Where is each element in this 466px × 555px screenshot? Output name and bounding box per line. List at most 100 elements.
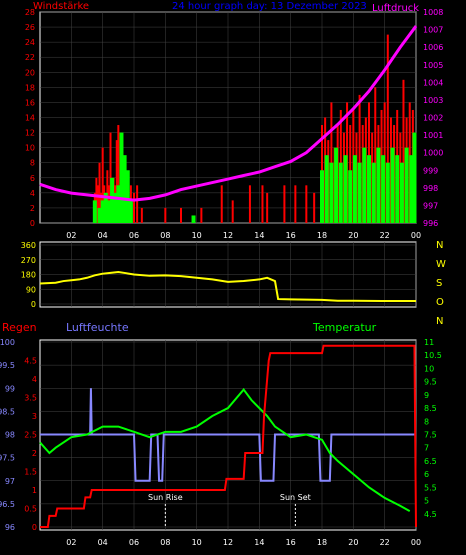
temperature-y-tick: 8	[424, 417, 429, 426]
climate-x-tick: 02	[66, 538, 76, 547]
wind-y-tick: 28	[25, 8, 35, 17]
gust-bar	[122, 155, 127, 223]
wind-x-tick: 16	[286, 231, 296, 240]
climate-x-tick: 08	[160, 538, 170, 547]
gust-bar	[125, 170, 130, 223]
wind-bar	[180, 207, 182, 223]
gust-bar	[404, 147, 409, 223]
climate-x-tick: 06	[129, 538, 139, 547]
gust-bar	[371, 162, 376, 223]
wind-bar	[115, 140, 118, 223]
wind-y-tick: 8	[30, 159, 35, 168]
gust-bar	[357, 162, 362, 223]
wind-bar	[96, 185, 99, 223]
direction-y-tick: 90	[26, 285, 36, 294]
temperature-y-tick: 7.5	[424, 431, 437, 440]
wind-x-tick: 12	[223, 231, 233, 240]
gust-bar	[100, 200, 105, 223]
chart-title: 24 hour graph day: 13 Dezember 2023	[172, 1, 367, 12]
gust-bar	[110, 177, 115, 223]
wind-label: Windstärke	[33, 1, 89, 12]
gust-bar	[381, 155, 386, 223]
climate-x-tick: 10	[192, 538, 202, 547]
gust-bar	[343, 155, 348, 223]
gust-bar	[324, 155, 329, 223]
pressure-y-tick: 1007	[423, 26, 443, 35]
climate-x-tick: 16	[286, 538, 296, 547]
direction-y-tick: 270	[21, 256, 36, 265]
gust-bar	[103, 192, 108, 223]
gust-bar	[409, 155, 414, 223]
pressure-y-tick: 1008	[423, 8, 443, 17]
gust-bar	[376, 147, 381, 223]
direction-line	[39, 271, 416, 303]
wind-bar	[386, 34, 389, 223]
climate-x-tick: 14	[254, 538, 264, 547]
pressure-y-tick: 999	[423, 166, 438, 175]
rain-y-tick: 4	[32, 375, 37, 384]
wind-bar	[164, 207, 167, 223]
wind-bar	[313, 192, 316, 223]
compass-label: S	[436, 278, 442, 289]
direction-y-tick: 0	[31, 300, 36, 309]
humidity-y-tick: 98.5	[0, 407, 15, 416]
pressure-y-tick: 1002	[423, 114, 443, 123]
wind-bar	[117, 125, 120, 223]
sun-markers: Sun Rise Sun Set	[148, 493, 311, 527]
compass-label: N	[436, 316, 443, 327]
gust-bar	[385, 162, 390, 223]
wind-bar	[231, 200, 234, 223]
humidity-y-tick: 100	[0, 338, 15, 347]
pressure-y-tick: 996	[423, 219, 438, 228]
gust-bar	[362, 147, 367, 223]
rain-y-tick: 1	[32, 486, 37, 495]
rain-y-tick: 2.5	[24, 431, 37, 440]
gust-bar	[412, 132, 417, 223]
gust-bar	[97, 207, 102, 223]
humidity-y-tick: 99	[5, 384, 15, 393]
wind-x-tick: 00	[411, 231, 421, 240]
pressure-label: Luftdruck	[372, 3, 419, 14]
wind-bar	[374, 87, 377, 223]
temperature-y-tick: 10	[424, 364, 434, 373]
pressure-line	[39, 25, 418, 202]
wind-bar	[133, 192, 135, 223]
wind-y-tick: 0	[30, 219, 35, 228]
rain-y-tick: 0.5	[24, 505, 37, 514]
rain-y-tick: 1.5	[24, 468, 37, 477]
temperature-y-tick: 10.5	[424, 351, 442, 360]
wind-y-tick: 14	[25, 114, 35, 123]
humidity-label: Luftfeuchte	[66, 321, 129, 334]
wind-x-tick: 08	[160, 231, 170, 240]
temperature-y-tick: 4.5	[424, 510, 437, 519]
sun-set-label: Sun Set	[280, 493, 311, 502]
humidity-y-ticks: 96 96.5 97 97.5 98 98.5 99 99.5 100	[0, 338, 15, 532]
sun-rise-label: Sun Rise	[148, 493, 183, 502]
gust-bar	[92, 200, 97, 223]
climate-x-tick: 00	[411, 538, 421, 547]
temperature-y-tick: 9.5	[424, 378, 437, 387]
temperature-y-tick: 11	[424, 338, 434, 347]
wind-y-tick: 26	[25, 23, 35, 32]
wind-x-tick: 04	[98, 231, 108, 240]
pressure-y-tick: 1006	[423, 43, 443, 52]
wind-y-tick: 6	[30, 174, 35, 183]
temperature-line	[39, 387, 411, 513]
wind-bar	[200, 207, 203, 223]
pressure-y-tick: 1000	[423, 149, 443, 158]
direction-y-ticks: 0 90 180 270 360	[21, 241, 36, 309]
wind-bar	[109, 132, 112, 223]
rain-y-tick: 3	[32, 412, 37, 421]
wind-y-tick: 4	[30, 189, 35, 198]
wind-bar	[294, 185, 297, 223]
temperature-y-tick: 7	[424, 444, 429, 453]
gust-bar	[338, 162, 343, 223]
wind-bar	[136, 185, 139, 223]
climate-x-tick: 18	[317, 538, 327, 547]
climate-x-tick: 12	[223, 538, 233, 547]
climate-x-tick: 04	[98, 538, 108, 547]
wind-y-tick: 12	[25, 129, 35, 138]
rain-y-tick: 0	[32, 523, 37, 532]
compass-label: N	[436, 240, 443, 251]
